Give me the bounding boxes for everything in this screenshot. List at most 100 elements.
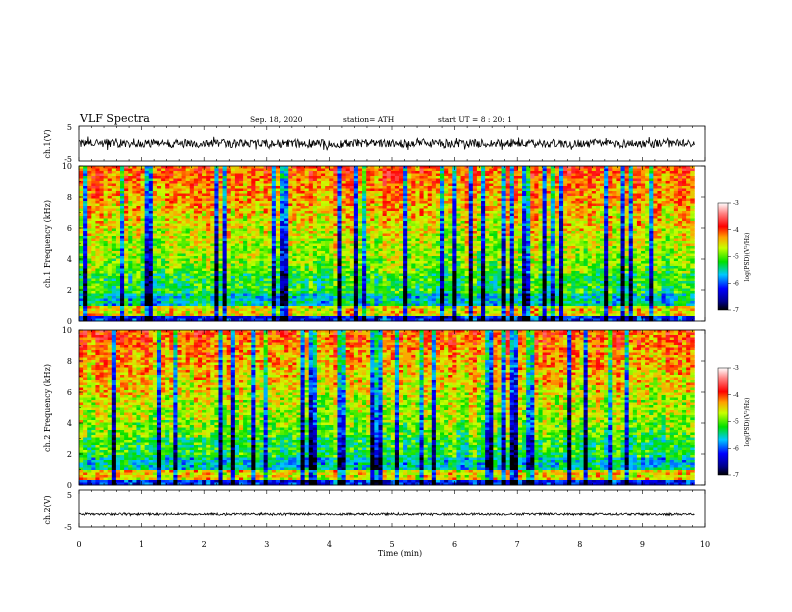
- spectrogram-cell: [513, 188, 519, 192]
- spectrogram-cell: [161, 173, 166, 177]
- spectrogram-cell: [382, 238, 388, 242]
- spectrogram-cell: [83, 191, 88, 194]
- spectrogram-cell: [509, 183, 515, 187]
- spectrogram-cell: [259, 211, 265, 214]
- spectrogram-cell: [83, 238, 88, 242]
- spectrogram-cell: [403, 201, 408, 204]
- spectrogram-cell: [234, 183, 240, 187]
- spectrogram-cell: [600, 176, 605, 179]
- spectrogram-cell: [661, 211, 667, 214]
- spectrogram-cell: [476, 221, 482, 224]
- spectrogram-cell: [554, 213, 560, 217]
- spectrogram-cell: [271, 176, 277, 179]
- spectrogram-cell: [185, 213, 191, 217]
- spectrogram-cell: [497, 186, 502, 189]
- spectrogram-cell: [177, 206, 182, 209]
- spectrogram-cell: [513, 216, 519, 219]
- spectrogram-cell: [99, 198, 105, 202]
- spectrogram-cell: [600, 203, 605, 207]
- spectrogram-cell: [103, 241, 109, 244]
- spectrogram-cell: [604, 186, 609, 189]
- spectrogram-cell: [657, 191, 662, 194]
- spectrogram-cell: [583, 203, 589, 207]
- spectrogram-cell: [132, 198, 137, 202]
- spectrogram-cell: [382, 183, 388, 187]
- spectrogram-cell: [632, 231, 638, 234]
- spectrogram-cell: [193, 166, 199, 169]
- spectrogram-cell: [575, 211, 580, 214]
- spectrogram-cell: [120, 208, 125, 212]
- spectrogram-cell: [210, 193, 215, 197]
- spectrogram-cell: [337, 226, 342, 229]
- spectrogram-cell: [386, 246, 392, 249]
- spectrogram-cell: [329, 238, 334, 242]
- spectrogram-cell: [546, 216, 552, 219]
- spectrogram-cell: [530, 181, 535, 184]
- spectrogram-cell: [604, 228, 609, 232]
- spectrogram-cell: [148, 218, 154, 222]
- spectrogram-cell: [542, 201, 548, 204]
- spectrogram-cell: [530, 171, 535, 174]
- spectrogram-cell: [505, 243, 511, 247]
- spectrogram-cell: [345, 176, 351, 179]
- spectrogram-cell: [645, 171, 650, 174]
- spectrogram-cell: [144, 216, 150, 219]
- spectrogram-cell: [567, 188, 572, 192]
- spectrogram-cell: [353, 178, 359, 182]
- spectrogram-cell: [456, 216, 461, 219]
- spectrogram-cell: [185, 233, 191, 237]
- spectrogram-cell: [460, 238, 466, 242]
- spectrogram-cell: [624, 166, 630, 169]
- spectrogram-cell: [370, 188, 375, 192]
- spectrogram-cell: [522, 198, 527, 202]
- spectrogram-cell: [99, 173, 105, 177]
- spectrogram-cell: [99, 201, 105, 204]
- spectrogram-cell: [304, 218, 310, 222]
- spectrogram-cell: [411, 203, 416, 207]
- spectrogram-cell: [87, 241, 92, 244]
- spectrogram-cell: [538, 183, 543, 187]
- spectrogram-cell: [632, 236, 638, 239]
- spectrogram-cell: [193, 186, 199, 189]
- spectrogram-cell: [189, 186, 195, 189]
- spectrogram-cell: [312, 246, 318, 249]
- spectrogram-cell: [612, 216, 617, 219]
- spectrogram-cell: [177, 183, 182, 187]
- spectrogram-cell: [251, 216, 256, 219]
- spectrogram-cell: [526, 203, 531, 207]
- spectrogram-cell: [427, 228, 433, 232]
- spectrogram-cell: [386, 168, 392, 172]
- spectrogram-cell: [489, 176, 494, 179]
- spectrogram-cell: [148, 238, 154, 242]
- spectrogram-cell: [435, 233, 441, 237]
- spectrogram-cell: [612, 221, 617, 224]
- spectrogram-cell: [140, 188, 146, 192]
- spectrogram-cell: [550, 216, 556, 219]
- spectrogram-cell: [218, 201, 223, 204]
- spectrogram-cell: [419, 228, 424, 232]
- spectrogram-cell: [579, 181, 584, 184]
- spectrogram-cell: [280, 191, 285, 194]
- spectrogram-cell: [292, 231, 297, 234]
- spectrogram-cell: [140, 193, 146, 197]
- spectrogram-cell: [558, 238, 564, 242]
- spectrogram-cell: [148, 233, 154, 237]
- spectrogram-cell: [382, 213, 388, 217]
- spectrogram-cell: [452, 203, 457, 207]
- spectrogram-cell: [444, 178, 449, 182]
- spectrogram-cell: [341, 206, 347, 209]
- spectrogram-cell: [349, 171, 355, 174]
- spectrogram-cell: [452, 178, 457, 182]
- spectrogram-cell: [189, 206, 195, 209]
- spectrogram-cell: [292, 221, 297, 224]
- spectrogram-cell: [230, 226, 236, 229]
- spectrogram-cell: [563, 208, 568, 212]
- spectrogram-cell: [124, 243, 129, 247]
- spectrogram-cell: [329, 193, 334, 197]
- spectrogram-cell: [111, 176, 117, 179]
- spectrogram-cell: [222, 233, 228, 237]
- spectrogram-cell: [616, 198, 621, 202]
- spectrogram-cell: [673, 196, 679, 199]
- spectrogram-cell: [563, 228, 568, 232]
- spectrogram-cell: [226, 221, 232, 224]
